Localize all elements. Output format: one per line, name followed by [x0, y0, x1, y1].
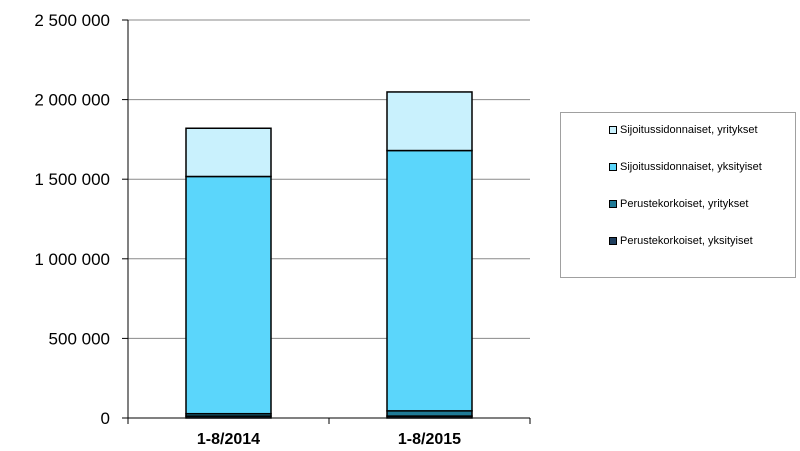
legend-swatch: [609, 163, 617, 171]
legend-item: Sijoitussidonnaiset, yritykset: [609, 123, 758, 137]
y-tick-label: 0: [101, 409, 110, 428]
legend-swatch: [609, 237, 617, 245]
bar-segment: [386, 149, 473, 412]
legend-item: Sijoitussidonnaiset, yksityiset: [609, 160, 762, 174]
legend: Sijoitussidonnaiset, yritykset Sijoitussi…: [560, 112, 796, 278]
bar-segment: [185, 127, 272, 178]
y-tick-label: 1 500 000: [34, 170, 110, 189]
legend-item: Perustekorkoiset, yksityiset: [609, 234, 753, 248]
y-tick-label: 1 000 000: [34, 250, 110, 269]
y-tick-label: 2 000 000: [34, 91, 110, 110]
y-tick-labels: 0 500 000 1 000 000 1 500 000 2 000 000 2 500…: [34, 11, 110, 428]
bar-segment: [386, 91, 473, 152]
bar-segment: [386, 410, 473, 417]
axes: [122, 19, 531, 424]
x-category-label: 1-8/2015: [398, 431, 461, 448]
legend-swatch: [609, 126, 617, 134]
legend-item: Perustekorkoiset, yritykset: [609, 197, 748, 211]
legend-swatch: [609, 200, 617, 208]
legend-label: Sijoitussidonnaiset, yritykset: [620, 124, 758, 136]
legend-label: Perustekorkoiset, yritykset: [620, 198, 749, 210]
x-category-label: 1-8/2014: [197, 431, 260, 448]
bar-stacks: [185, 91, 473, 419]
x-category-labels: 1-8/2014 1-8/2015: [197, 431, 461, 448]
legend-label: Perustekorkoiset, yksityiset: [620, 235, 753, 247]
y-tick-label: 2 500 000: [34, 11, 110, 30]
legend-label: Sijoitussidonnaiset, yksityiset: [620, 161, 762, 173]
y-tick-label: 500 000: [49, 329, 110, 348]
bar-segment: [185, 175, 272, 415]
